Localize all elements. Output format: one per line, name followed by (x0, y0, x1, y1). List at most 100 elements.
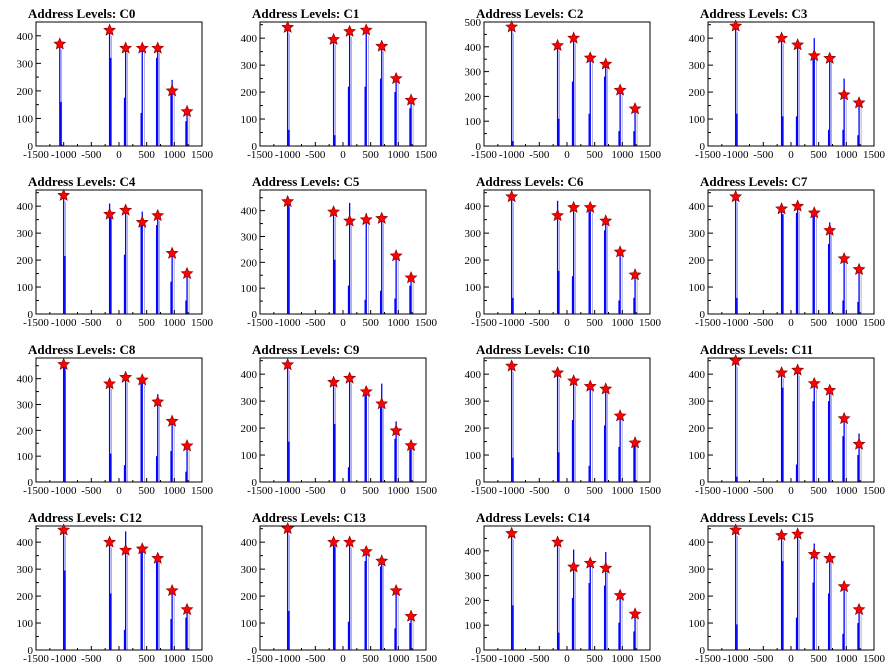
y-tick-label: 0 (252, 309, 258, 321)
x-tick-label: 1000 (611, 149, 634, 161)
y-tick-label: 400 (241, 369, 258, 381)
x-tick-label: 0 (788, 149, 794, 161)
y-tick-label: 200 (689, 255, 706, 267)
y-tick-label: 200 (689, 423, 706, 435)
x-tick-label: -500 (753, 149, 774, 161)
peak-marker (599, 561, 613, 574)
x-tick-label: 1000 (163, 653, 186, 665)
y-tick-label: 0 (476, 309, 482, 321)
chart-title: Address Levels: C3 (700, 6, 808, 21)
y-tick-label: 200 (465, 423, 482, 435)
x-tick-label: 1500 (863, 485, 886, 497)
y-tick-label: 100 (465, 620, 482, 632)
peak-marker (281, 357, 295, 371)
plot-frame (259, 357, 427, 483)
y-tick-label: 100 (465, 450, 482, 462)
x-tick-label: -500 (81, 485, 102, 497)
peak-marker (775, 31, 789, 44)
x-tick-label: 0 (116, 149, 122, 161)
y-tick-label: 300 (465, 571, 482, 583)
peak-marker (151, 395, 165, 408)
peak-marker (791, 527, 805, 540)
y-tick-label: 0 (700, 645, 706, 657)
peak-marker (375, 397, 389, 410)
peak-marker (852, 96, 866, 109)
x-tick-label: 0 (340, 653, 346, 665)
peak-marker (613, 83, 627, 96)
x-tick-label: -1000 (723, 485, 749, 497)
y-tick-label: 0 (28, 645, 34, 657)
peak-marker (135, 373, 149, 386)
peak-marker (852, 262, 866, 276)
plot-frame (259, 21, 427, 147)
y-tick-label: 300 (465, 67, 482, 79)
peak-marker (404, 271, 418, 284)
y-tick-label: 400 (17, 201, 34, 213)
peak-marker (119, 543, 133, 556)
peak-marker (567, 31, 581, 44)
x-tick-label: -1500 (23, 653, 49, 665)
x-tick-label: -1000 (51, 653, 77, 665)
peak-marker (852, 437, 866, 450)
peak-marker (775, 366, 789, 379)
y-tick-label: 0 (476, 141, 482, 153)
peak-marker (729, 353, 743, 367)
peak-marker (359, 212, 373, 226)
y-tick-label: 0 (700, 309, 706, 321)
x-tick-label: 0 (564, 317, 570, 329)
chart-panel-0: Address Levels: C0 0 100 200 300 400 -1500 -100… (17, 6, 214, 161)
x-tick-label: 0 (340, 485, 346, 497)
chart-title: Address Levels: C9 (252, 342, 360, 357)
peak-marker (505, 526, 519, 539)
peak-marker (807, 376, 821, 390)
peak-marker (404, 93, 418, 106)
y-tick-label: 200 (17, 255, 34, 267)
peak-marker (180, 602, 194, 616)
peak-marker (165, 246, 179, 259)
x-tick-label: 500 (138, 485, 155, 497)
x-tick-label: 1000 (611, 653, 634, 665)
x-tick-label: 1000 (163, 149, 186, 161)
y-tick-label: 100 (689, 114, 706, 126)
x-tick-label: 1000 (835, 653, 858, 665)
plot-frame (483, 21, 651, 147)
peak-marker (567, 374, 581, 387)
y-tick-label: 400 (241, 206, 258, 218)
chart-title: Address Levels: C7 (700, 174, 808, 189)
x-tick-label: -500 (305, 317, 326, 329)
chart-title: Address Levels: C4 (28, 174, 136, 189)
y-tick-label: 200 (17, 86, 34, 98)
x-tick-label: 0 (116, 653, 122, 665)
plot-frame (259, 189, 427, 315)
y-tick-label: 0 (252, 477, 258, 489)
x-tick-label: 1000 (387, 149, 410, 161)
x-tick-label: 500 (138, 149, 155, 161)
x-tick-label: 1000 (835, 149, 858, 161)
x-tick-label: -1000 (51, 317, 77, 329)
x-tick-label: -1500 (471, 653, 497, 665)
peak-marker (165, 84, 179, 97)
x-tick-label: 0 (340, 149, 346, 161)
x-tick-label: 500 (362, 317, 379, 329)
peak-marker (551, 366, 565, 379)
y-tick-label: 400 (689, 201, 706, 213)
peak-marker (389, 71, 403, 85)
x-tick-label: -500 (305, 485, 326, 497)
y-tick-label: 200 (689, 87, 706, 99)
x-tick-label: -500 (305, 653, 326, 665)
y-tick-label: 200 (241, 257, 258, 269)
x-tick-label: 1500 (639, 485, 662, 497)
x-tick-label: 0 (340, 317, 346, 329)
y-tick-label: 300 (241, 396, 258, 408)
plot-frame (707, 525, 875, 651)
x-tick-label: -1000 (723, 149, 749, 161)
peak-marker (103, 377, 117, 390)
plot-frame (483, 357, 651, 483)
x-tick-label: 1500 (191, 653, 214, 665)
chart-panel-13: Address Levels: C13 0 100 200 300 400 -1500 -10… (241, 510, 438, 665)
y-tick-label: 100 (689, 450, 706, 462)
peak-marker (613, 245, 627, 258)
x-tick-label: -500 (529, 485, 550, 497)
y-tick-label: 0 (252, 141, 258, 153)
peak-marker (359, 544, 373, 558)
